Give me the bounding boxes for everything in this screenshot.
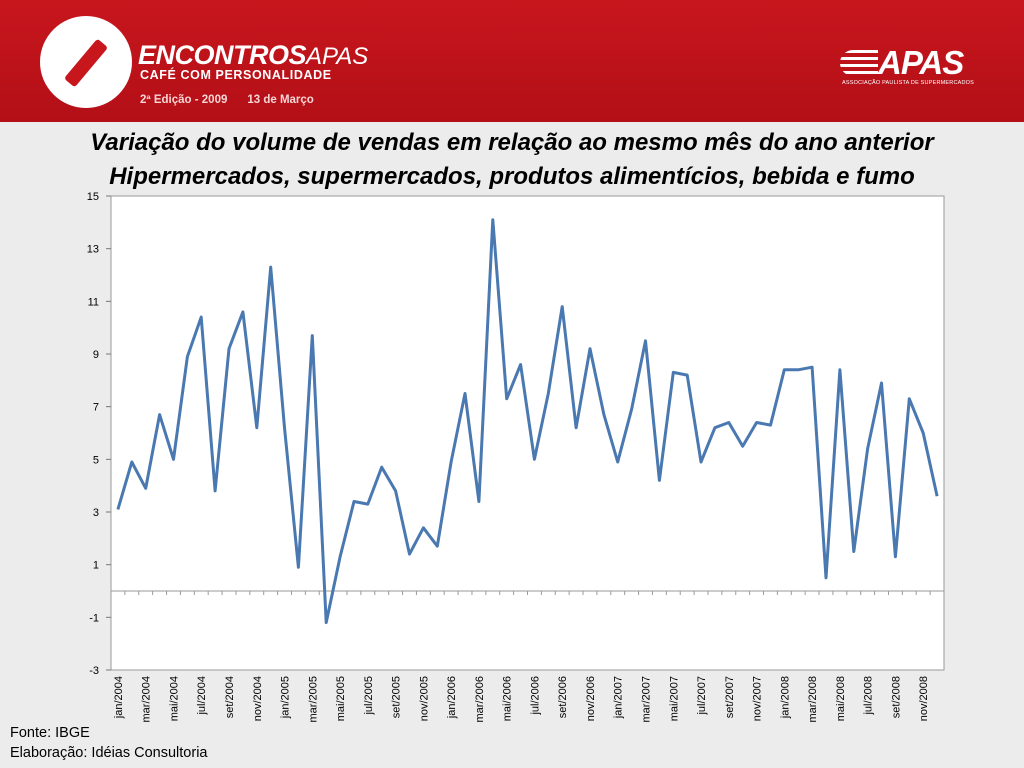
x-tick-label: nov/2008 (918, 676, 930, 721)
x-tick-label: jan/2007 (613, 676, 625, 719)
event-date: 13 de Março (247, 94, 314, 106)
y-tick-label: 13 (87, 244, 99, 256)
y-tick-label: -3 (89, 665, 99, 677)
x-tick-label: nov/2005 (418, 676, 430, 721)
series-line (116, 218, 939, 625)
x-tick-label: mai/2005 (335, 676, 347, 721)
x-tick-label: mai/2006 (502, 676, 514, 721)
apas-stripes-icon (840, 50, 878, 76)
x-tick-label: jan/2006 (446, 676, 458, 719)
x-tick-label: mar/2008 (807, 676, 819, 722)
source-note: Fonte: IBGE (10, 725, 90, 741)
x-tick-label: set/2004 (224, 676, 236, 718)
y-tick-label: 7 (93, 402, 99, 414)
chart-title-line-1: Variação do volume de vendas em relação … (90, 129, 934, 156)
apas-wordmark: APAS (878, 44, 964, 81)
x-tick-label: nov/2004 (252, 676, 264, 721)
x-tick-label: jul/2006 (529, 676, 541, 716)
x-tick-label: nov/2006 (585, 676, 597, 721)
x-tick-label: set/2005 (391, 676, 403, 718)
y-tick-label: 3 (93, 507, 99, 519)
plot-area (110, 195, 945, 671)
apas-subtitle: ASSOCIAÇÃO PAULISTA DE SUPERMERCADOS (842, 80, 974, 86)
x-tick-label: mar/2007 (641, 676, 653, 722)
x-tick-label: jul/2004 (196, 676, 208, 716)
x-tick-label: set/2008 (890, 676, 902, 718)
brand-name: ENCONTROSAPAS (138, 40, 368, 71)
y-tick-label: -1 (89, 612, 99, 624)
brand-main: ENCONTROS (138, 40, 307, 70)
x-tick-label: mar/2004 (141, 676, 153, 722)
x-tick-label: mar/2005 (307, 676, 319, 722)
y-tick-label: 11 (88, 296, 99, 308)
x-tick-label: jan/2004 (113, 676, 125, 719)
x-tick-label: set/2006 (557, 676, 569, 718)
x-tick-label: jul/2008 (863, 676, 875, 716)
brand-tagline: CAFÉ COM PERSONALIDADE (140, 68, 332, 82)
x-tick-label: mai/2007 (668, 676, 680, 721)
x-tick-label: jan/2005 (280, 676, 292, 719)
x-tick-label: jan/2008 (779, 676, 791, 719)
y-tick-label: 15 (87, 191, 99, 203)
brand-suffix: APAS (306, 43, 369, 70)
edition-line: 2ª Edição - 2009 13 de Março (140, 94, 314, 106)
y-tick-label: 5 (93, 454, 99, 466)
apas-logo: APAS ASSOCIAÇÃO PAULISTA DE SUPERMERCADO… (840, 44, 988, 92)
x-tick-label: set/2007 (724, 676, 736, 718)
x-tick-label: jul/2005 (363, 676, 375, 716)
y-tick-label: 1 (93, 560, 99, 572)
elaboration-note: Elaboração: Idéias Consultoria (10, 745, 208, 761)
x-tick-label: mai/2004 (168, 676, 180, 721)
chart-title-line-2: Hipermercados, supermercados, produtos a… (109, 163, 915, 190)
x-tick-label: mar/2006 (474, 676, 486, 722)
x-tick-label: nov/2007 (752, 676, 764, 721)
x-tick-label: mai/2008 (835, 676, 847, 721)
y-tick-label: 9 (93, 349, 99, 361)
header-banner: ENCONTROSAPAS CAFÉ COM PERSONALIDADE 2ª … (0, 0, 1024, 122)
edition-label: 2ª Edição - 2009 (140, 94, 228, 106)
x-tick-label: jul/2007 (696, 676, 708, 716)
